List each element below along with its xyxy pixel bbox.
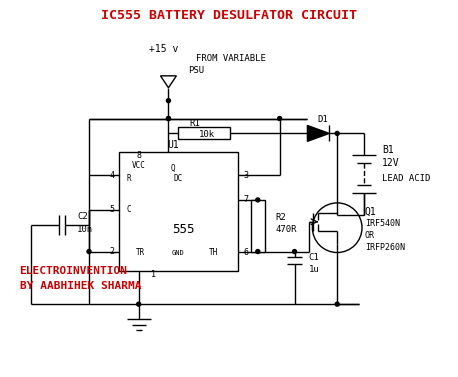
Bar (251, 200, 265, 251)
Text: C: C (126, 205, 131, 215)
Text: VCC: VCC (132, 161, 146, 170)
Text: R: R (126, 173, 131, 182)
Text: +15 v: +15 v (149, 44, 178, 54)
Text: Q: Q (171, 164, 176, 173)
Text: 1u: 1u (308, 265, 319, 274)
Text: Q1: Q1 (365, 207, 377, 217)
Polygon shape (307, 126, 329, 141)
Text: GND: GND (172, 250, 185, 256)
Circle shape (278, 116, 282, 121)
Text: C2: C2 (77, 212, 88, 221)
Text: 10k: 10k (199, 130, 215, 139)
Text: ELECTROINVENTION: ELECTROINVENTION (20, 267, 128, 276)
Text: U1: U1 (168, 140, 179, 150)
Circle shape (166, 116, 170, 121)
Circle shape (256, 250, 260, 253)
Text: 8: 8 (136, 151, 141, 160)
Circle shape (335, 302, 339, 306)
Bar (178, 127, 230, 139)
Text: D1: D1 (317, 115, 327, 124)
Text: R2: R2 (276, 213, 286, 222)
Circle shape (166, 116, 170, 121)
Text: 7: 7 (244, 195, 249, 204)
Text: OR: OR (365, 231, 375, 240)
Text: IC555 BATTERY DESULFATOR CIRCUIT: IC555 BATTERY DESULFATOR CIRCUIT (101, 9, 357, 22)
Text: 3: 3 (244, 171, 249, 179)
Text: BY AABHIHEK SHARMA: BY AABHIHEK SHARMA (20, 281, 141, 291)
Text: DC: DC (174, 173, 183, 182)
Text: IRF540N: IRF540N (365, 219, 400, 228)
Text: 1: 1 (151, 270, 156, 279)
Text: 6: 6 (244, 248, 249, 257)
Text: LEAD ACID: LEAD ACID (382, 173, 430, 182)
Circle shape (87, 250, 91, 253)
Text: 470R: 470R (276, 225, 297, 234)
Circle shape (136, 302, 141, 306)
Circle shape (335, 132, 339, 135)
Circle shape (293, 250, 296, 253)
Text: 5: 5 (109, 205, 114, 215)
Text: R1: R1 (189, 119, 200, 128)
Text: 555: 555 (172, 223, 195, 236)
Text: B1: B1 (382, 145, 393, 155)
Text: 12V: 12V (382, 158, 399, 168)
Text: 2: 2 (109, 247, 114, 256)
Text: TH: TH (208, 248, 218, 257)
Text: FROM VARIABLE: FROM VARIABLE (196, 54, 266, 63)
Text: TR: TR (136, 248, 145, 257)
Circle shape (166, 99, 170, 103)
Bar (119, 152, 238, 271)
Text: IRFP260N: IRFP260N (365, 243, 405, 252)
Text: C1: C1 (308, 253, 319, 262)
Text: 10n: 10n (77, 225, 93, 234)
Text: 4: 4 (109, 171, 114, 179)
Text: PSU: PSU (188, 66, 204, 75)
Circle shape (256, 198, 260, 202)
